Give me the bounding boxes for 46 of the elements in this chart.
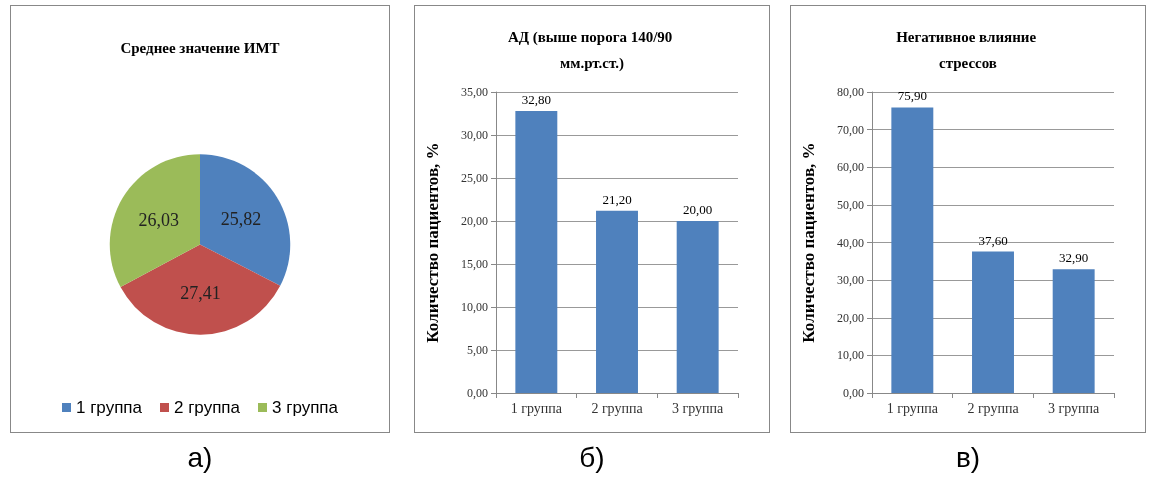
data-label: 37,60 xyxy=(978,232,1008,248)
y-tick-label: 15,00 xyxy=(461,257,488,271)
data-label: 26,03 xyxy=(138,209,179,230)
chart-title: Среднее значение ИМТ xyxy=(120,39,280,56)
y-tick-label: 80,00 xyxy=(837,85,864,99)
y-tick-label: 60,00 xyxy=(837,160,864,175)
text: а) xyxy=(186,442,214,474)
bar xyxy=(1052,269,1095,393)
data-label: 20,00 xyxy=(683,202,713,217)
data-label: 27,41 xyxy=(180,282,221,303)
bar xyxy=(972,251,1014,393)
bar xyxy=(596,210,638,393)
x-tick-label: 2 группа xyxy=(967,400,1020,416)
chart-title: Негативное влияние стрессов xyxy=(896,29,1040,71)
x-tick-label: 1 группа xyxy=(510,400,563,416)
data-label: 21,20 xyxy=(602,191,632,207)
y-tick-label: 0,00 xyxy=(467,386,488,400)
y-axis-title: Количество пациентов, % xyxy=(799,142,818,343)
bar xyxy=(515,110,558,393)
data-label: 25,82 xyxy=(220,209,262,230)
text: б) xyxy=(578,442,606,474)
data-label: 75,90 xyxy=(897,88,927,104)
bar xyxy=(891,107,934,393)
y-tick-label: 40,00 xyxy=(837,235,864,250)
y-tick-label: 50,00 xyxy=(837,197,864,212)
x-tick-label: 3 группа xyxy=(672,400,725,416)
chart-title: АД (выше порога 140/90 мм.рт.ст.) xyxy=(507,29,677,72)
y-tick-label: 0,00 xyxy=(843,386,864,400)
data-label: 32,80 xyxy=(521,91,551,107)
y-tick-label: 25,00 xyxy=(461,171,488,185)
y-tick-label: 70,00 xyxy=(837,122,864,137)
x-tick-label: 1 группа xyxy=(886,400,939,416)
bar xyxy=(676,221,719,393)
x-tick-label: 3 группа xyxy=(1048,400,1101,416)
y-tick-label: 35,00 xyxy=(461,85,488,99)
text: в) xyxy=(954,442,982,474)
y-tick-label: 30,00 xyxy=(837,273,864,288)
data-label: 32,90 xyxy=(1059,250,1089,266)
y-tick-label: 5,00 xyxy=(467,343,488,357)
y-tick-label: 10,00 xyxy=(837,348,864,363)
y-tick-label: 30,00 xyxy=(461,128,488,142)
y-axis-title: Количество пациентов, % xyxy=(423,142,442,343)
y-tick-label: 10,00 xyxy=(461,300,488,314)
y-tick-label: 20,00 xyxy=(461,214,488,228)
x-tick-label: 2 группа xyxy=(591,400,644,416)
y-tick-label: 20,00 xyxy=(837,310,864,325)
